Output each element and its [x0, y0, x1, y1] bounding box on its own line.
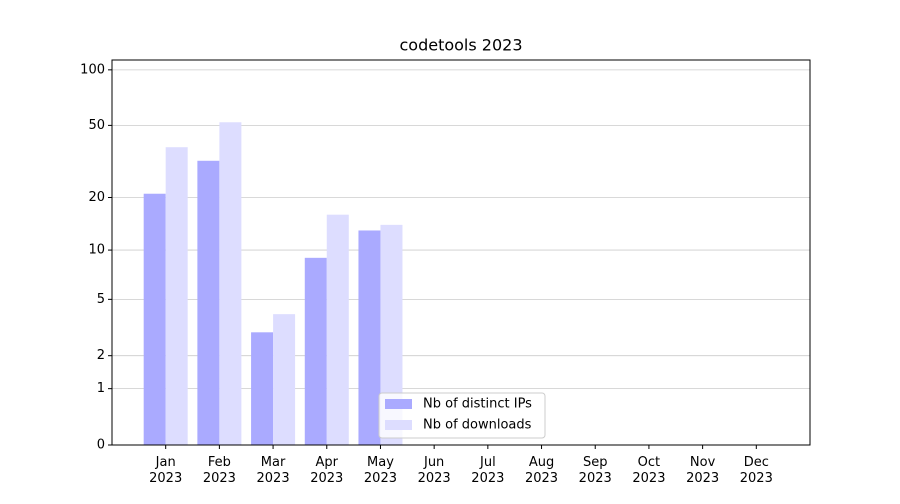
y-tick-label: 50 — [88, 118, 105, 133]
bar — [219, 122, 242, 445]
y-tick-label: 5 — [97, 292, 105, 307]
x-tick-label-line: 2023 — [310, 471, 343, 486]
x-tick-label: Apr 2023 — [310, 455, 343, 486]
x-tick-label: Oct 2023 — [632, 455, 665, 486]
legend-box — [378, 392, 546, 439]
x-tick-label-line: Jun — [423, 455, 444, 470]
legend-label: Nb of distinct IPs — [423, 397, 532, 412]
x-tick-label-line: Jul — [479, 455, 496, 470]
y-tick-label: 100 — [80, 62, 105, 77]
bar — [197, 160, 220, 445]
y-tick-label: 20 — [88, 190, 105, 205]
x-tick-label-line: Oct — [638, 455, 660, 470]
x-tick-label-line: 2023 — [632, 471, 665, 486]
x-tick-label-line: 2023 — [471, 471, 504, 486]
x-tick-label: Jun 2023 — [418, 455, 451, 486]
bar — [165, 147, 188, 445]
x-tick-label: Nov 2023 — [686, 455, 719, 486]
x-tick-label-line: Dec — [744, 455, 769, 470]
x-tick-label-line: 2023 — [740, 471, 773, 486]
chart-title: codetools 2023 — [399, 36, 522, 55]
x-tick-label-line: Apr — [316, 455, 339, 470]
x-tick-label-line: 2023 — [203, 471, 236, 486]
x-tick-label: Feb 2023 — [203, 455, 236, 486]
legend-label: Nb of downloads — [423, 418, 532, 433]
x-tick-label-line: Sep — [583, 455, 608, 470]
x-tick-label-line: Aug — [529, 455, 554, 470]
x-tick-label: Jan 2023 — [149, 455, 182, 486]
x-tick-label: Aug 2023 — [525, 455, 558, 486]
x-tick-label-line: 2023 — [149, 471, 182, 486]
x-tick-label-line: Mar — [261, 455, 286, 470]
x-tick-label-line: May — [367, 455, 394, 470]
x-tick-label-line: 2023 — [364, 471, 397, 486]
x-tick-label: Jul 2023 — [471, 455, 504, 486]
y-tick-label: 0 — [97, 438, 105, 453]
y-tick-label: 1 — [97, 381, 105, 396]
x-tick-label-line: Nov — [690, 455, 716, 470]
bar — [273, 314, 296, 445]
x-tick-label: May 2023 — [364, 455, 397, 486]
x-tick-label: Dec 2023 — [740, 455, 773, 486]
bar — [304, 257, 327, 445]
x-tick-label-line: 2023 — [579, 471, 612, 486]
x-tick-label: Mar 2023 — [257, 455, 290, 486]
bar — [358, 230, 381, 445]
legend-swatch — [385, 420, 412, 430]
x-tick-label-line: 2023 — [257, 471, 290, 486]
x-tick-label-line: Jan — [155, 455, 176, 470]
y-tick-label: 2 — [97, 348, 105, 363]
y-tick-label: 10 — [88, 243, 105, 258]
x-tick-label-line: 2023 — [418, 471, 451, 486]
x-tick-label-line: Feb — [208, 455, 231, 470]
legend-swatch — [385, 399, 412, 409]
bar — [251, 332, 274, 445]
x-tick-label-line: 2023 — [686, 471, 719, 486]
bar — [143, 193, 166, 445]
bar — [380, 224, 403, 445]
plot-frame — [111, 59, 811, 446]
x-tick-label-line: 2023 — [525, 471, 558, 486]
x-tick-label: Sep 2023 — [579, 455, 612, 486]
bar — [326, 214, 349, 445]
